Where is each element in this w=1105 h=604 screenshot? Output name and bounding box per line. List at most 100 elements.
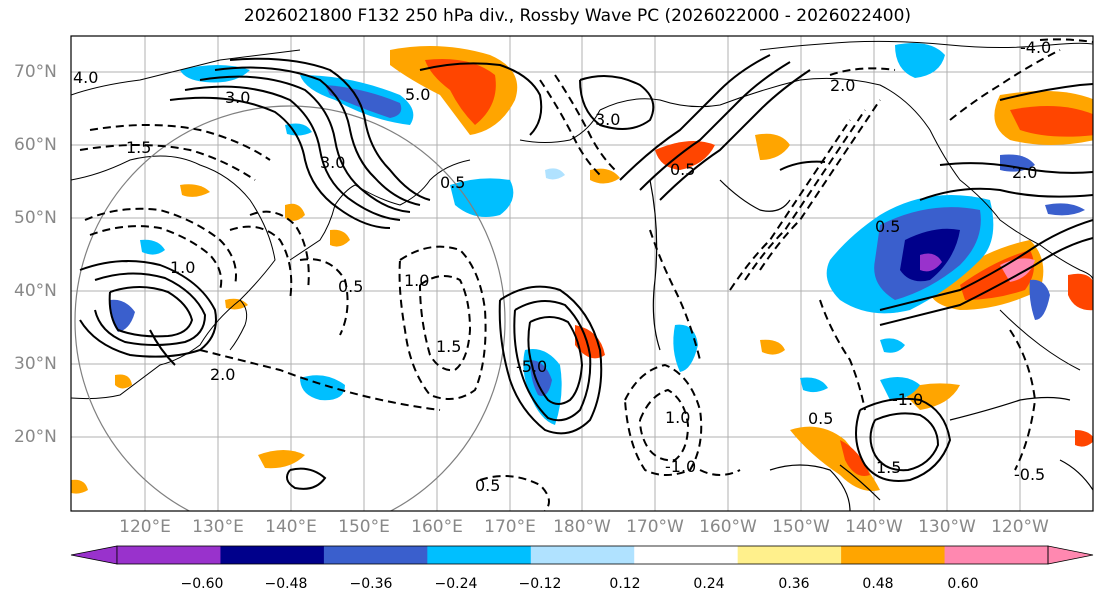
negative-patch [1045, 203, 1085, 216]
positive-patch [840, 440, 870, 476]
colorbar [70, 545, 1094, 565]
negative-patch [800, 377, 828, 393]
colorbar-tick-label: −0.60 [180, 576, 224, 592]
contour-label: -1.0 [665, 457, 696, 476]
contour-label: -5.0 [516, 357, 547, 376]
great-circle-ring [74, 105, 506, 511]
positive-patch [180, 184, 210, 197]
negative-patch [920, 253, 942, 272]
lat-label: 40°N [14, 281, 57, 301]
contour-label: 3.0 [320, 153, 345, 172]
plot-frame [70, 35, 1094, 512]
negative-patch [895, 42, 945, 78]
dashed-contours [79, 38, 1093, 511]
contour-label: 1.0 [170, 258, 195, 277]
lon-label: 130°E [192, 517, 244, 537]
colorbar-tick-label: 0.60 [947, 576, 979, 592]
positive-patch [1010, 105, 1093, 137]
lon-label: 180°W [553, 517, 611, 537]
positive-patch [115, 374, 132, 389]
lon-label: 160°W [699, 517, 757, 537]
contour-label: -4.0 [1020, 38, 1051, 57]
contour-label: 0.5 [670, 160, 695, 179]
positive-patch [575, 325, 605, 359]
contour-label: 2.0 [1012, 163, 1037, 182]
colorbar-extend-max [1047, 545, 1094, 565]
negative-patch [545, 168, 565, 180]
positive-patch [71, 479, 88, 494]
colorbar-tick-label: −0.48 [264, 576, 308, 592]
contour-label: 1.0 [665, 408, 690, 427]
colorbar-extend-min [70, 545, 118, 565]
coastlines [71, 40, 1093, 400]
contour-label: 3.0 [595, 110, 620, 129]
lat-label: 50°N [14, 208, 57, 228]
negative-patch [450, 178, 514, 218]
positive-patch [330, 229, 350, 247]
contour-label: 1.5 [126, 138, 151, 157]
contour-label: 2.0 [830, 76, 855, 95]
lon-label: 140°W [845, 517, 903, 537]
negative-patch [1029, 279, 1050, 320]
negative-patch [1000, 154, 1035, 172]
contour-label: 1.0 [404, 271, 429, 290]
positive-patch [760, 339, 785, 355]
lon-label: 140°E [265, 517, 317, 537]
lon-label: 170°E [484, 517, 536, 537]
lon-label: 120°W [991, 517, 1049, 537]
positive-patch [790, 426, 880, 491]
colorbar-bin [530, 546, 635, 564]
negative-patch [880, 376, 920, 400]
contour-label: 0.5 [440, 173, 465, 192]
thin-contours [649, 179, 1093, 511]
contour-label: 0.5 [475, 476, 500, 495]
positive-patch [755, 133, 790, 160]
contour-label: 0.5 [338, 277, 363, 296]
negative-patch [109, 299, 135, 332]
lat-label: 20°N [14, 427, 57, 447]
colorbar-bin [427, 546, 532, 564]
contour-label: 2.0 [210, 365, 235, 384]
colorbar-bin [634, 546, 739, 564]
positive-patch [225, 298, 248, 310]
negative-patch [325, 85, 402, 118]
positive-patch [1068, 273, 1093, 311]
colorbar-outline [116, 545, 1049, 565]
lat-label: 70°N [14, 62, 57, 82]
colorbar-tick-label: −0.12 [518, 576, 562, 592]
colorbar-tick-label: 0.12 [609, 576, 641, 592]
negative-patch [180, 65, 250, 83]
colorbar-bin [841, 546, 946, 564]
contour-label: 4.0 [73, 68, 98, 87]
lon-label: 170°W [626, 517, 684, 537]
colorbar-tick-label: −0.36 [349, 576, 393, 592]
colorbar-bin [220, 546, 325, 564]
contour-label: 3.0 [225, 88, 250, 107]
colorbar-tick-label: 0.48 [862, 576, 894, 592]
lon-label: 160°E [411, 517, 463, 537]
colorbar-tick-label: 0.36 [778, 576, 810, 592]
map-title: 2026021800 F132 250 hPa div., Rossby Wav… [243, 6, 912, 26]
solid-contours [79, 54, 1093, 490]
negative-patch [285, 123, 312, 136]
lat-label: 30°N [14, 354, 57, 374]
colorbar-tick-label: −0.24 [434, 576, 478, 592]
lon-label: 130°W [918, 517, 976, 537]
lon-label: 120°E [119, 517, 171, 537]
positive-patch [425, 59, 496, 125]
divergence-shading [71, 42, 1093, 494]
negative-patch [530, 360, 552, 396]
negative-patch [880, 338, 905, 353]
negative-patch [140, 239, 165, 255]
positive-patch [1075, 430, 1093, 447]
colorbar-tick-label: 0.24 [693, 576, 725, 592]
contour-label: 0.5 [875, 217, 900, 236]
contour-label: 5.0 [405, 85, 430, 104]
contour-label: 1.5 [876, 458, 901, 477]
negative-patch [300, 375, 345, 401]
contour-label: 1.5 [436, 337, 461, 356]
positive-patch [285, 203, 305, 221]
lon-label: 150°E [338, 517, 390, 537]
colorbar-bin [323, 546, 428, 564]
